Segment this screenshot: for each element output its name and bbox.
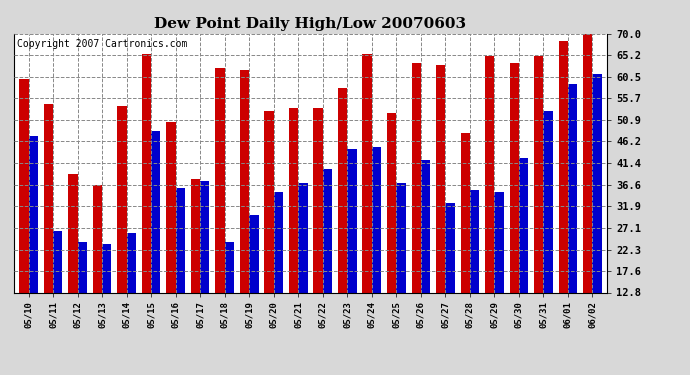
Bar [151, 131, 161, 292]
Bar [126, 233, 136, 292]
Bar [338, 88, 347, 292]
Bar [77, 242, 87, 292]
Bar [470, 190, 479, 292]
Bar [249, 215, 259, 292]
Bar [298, 183, 308, 292]
Bar [568, 84, 578, 292]
Bar [583, 29, 593, 292]
Bar [19, 79, 28, 292]
Bar [68, 174, 77, 292]
Bar [166, 122, 176, 292]
Bar [347, 149, 357, 292]
Bar [102, 244, 111, 292]
Bar [191, 178, 200, 292]
Bar [240, 70, 249, 292]
Bar [176, 188, 185, 292]
Bar [289, 108, 298, 292]
Bar [436, 65, 445, 292]
Title: Dew Point Daily High/Low 20070603: Dew Point Daily High/Low 20070603 [155, 17, 466, 31]
Bar [372, 147, 381, 292]
Bar [593, 75, 602, 292]
Text: Copyright 2007 Cartronics.com: Copyright 2007 Cartronics.com [17, 39, 187, 49]
Bar [200, 181, 210, 292]
Bar [544, 111, 553, 292]
Bar [274, 192, 283, 292]
Bar [510, 63, 519, 292]
Bar [519, 158, 529, 292]
Bar [362, 54, 372, 292]
Bar [387, 113, 396, 292]
Bar [445, 203, 455, 292]
Bar [396, 183, 406, 292]
Bar [495, 192, 504, 292]
Bar [215, 68, 225, 292]
Bar [92, 185, 102, 292]
Bar [225, 242, 234, 292]
Bar [460, 133, 470, 292]
Bar [534, 56, 544, 292]
Bar [28, 135, 38, 292]
Bar [142, 54, 151, 292]
Bar [264, 111, 274, 292]
Bar [313, 108, 323, 292]
Bar [117, 106, 126, 292]
Bar [559, 40, 568, 292]
Bar [53, 231, 62, 292]
Bar [411, 63, 421, 292]
Bar [323, 170, 332, 292]
Bar [43, 104, 53, 292]
Bar [485, 56, 495, 292]
Bar [421, 160, 430, 292]
